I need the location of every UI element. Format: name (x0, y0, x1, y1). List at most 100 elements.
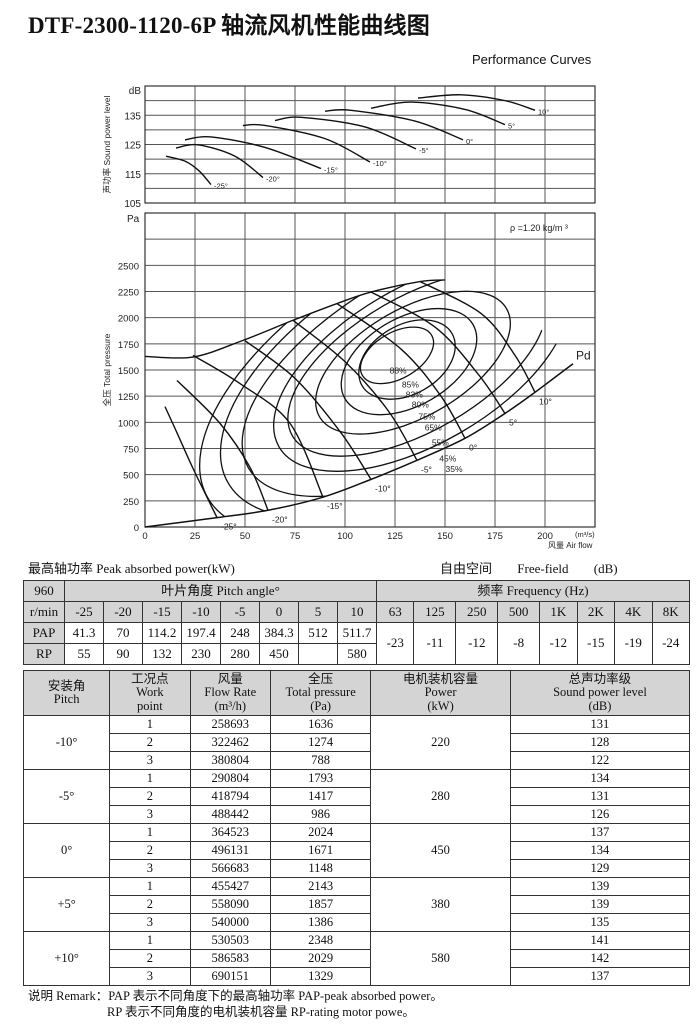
total-pressure-cell: 986 (269, 805, 372, 824)
header-power-line: 电机装机容量 (403, 672, 479, 687)
y-tick-label: 500 (123, 471, 139, 482)
frequency-cell: 2K (576, 601, 616, 623)
flow-rate-cell: 258693 (189, 715, 272, 734)
pd-curve (144, 363, 574, 528)
total-pressure-cell: 2143 (269, 877, 372, 896)
pitch-angle-cell: 5 (298, 601, 338, 623)
x-tick-label: 25 (190, 531, 201, 542)
flow-rate-cell: 530503 (189, 931, 272, 950)
table-row: 0° 1 364523 2024 450 137 (22, 823, 691, 878)
pap-value: 511.7 (337, 622, 377, 644)
flow-rate-cell: 418794 (189, 787, 272, 806)
efficiency-label: 65% (425, 423, 442, 433)
y-unit-label: Pa (127, 214, 140, 225)
sound-curve-label: 0° (466, 137, 473, 146)
sound-level-cell: 139 (509, 877, 691, 896)
pitch-curve (192, 354, 324, 498)
header-sound-level-line: Sound power level (553, 685, 647, 700)
rp-value: 132 (142, 643, 182, 665)
power-cell: 450 (370, 823, 511, 878)
efficiency-contour (359, 326, 435, 385)
noise-correction-value: -19 (614, 622, 653, 665)
y-tick-label: 1250 (118, 392, 139, 403)
pitch-curve-label: -5° (421, 464, 432, 474)
total-pressure-cell: 1386 (269, 913, 372, 932)
flow-rate-cell: 455427 (189, 877, 272, 896)
table-row: -5° 1 290804 1793 280 134 (22, 769, 691, 824)
pitch-curve (370, 291, 506, 414)
header-total-pressure-line: (Pa) (310, 698, 332, 713)
pitch-curve-label: -25° (221, 522, 237, 532)
flow-rate-cell: 488442 (189, 805, 272, 824)
x-tick-label: 100 (337, 531, 353, 542)
header-total-pressure-line: Total pressure (285, 685, 356, 700)
x-tick-label: 0 (142, 531, 147, 542)
sound-level-cell: 129 (509, 859, 691, 878)
y-tick-label: 115 (125, 170, 141, 181)
sound-curve-label: -15° (324, 165, 338, 174)
power-cell: 380 (370, 877, 511, 932)
pitch-cell: +10° (22, 931, 111, 986)
table-row: 3 380804 788 122 (24, 751, 691, 770)
sound-curve (165, 155, 212, 186)
pap-value: 512 (298, 622, 338, 644)
total-pressure-cell: 2024 (269, 823, 372, 842)
sound-level-cell: 134 (509, 769, 691, 788)
work-point-cell: 3 (109, 859, 191, 878)
efficiency-contour (358, 319, 456, 400)
plot-frame (144, 212, 596, 528)
noise-caption-zh: 自由空间 (440, 561, 493, 576)
speed-unit-cell: r/min (23, 601, 65, 623)
table-row: 2 586583 2029 142 (24, 949, 691, 968)
power-caption: 最高轴功率 Peak absorbed power(kW) (28, 561, 235, 576)
flow-rate-cell: 322462 (189, 733, 272, 752)
header-flow-rate: 风量 Flow Rate (m³/h) (189, 670, 272, 716)
table-row: 2 496131 1671 134 (24, 841, 691, 860)
sound-curve-label: 10° (538, 107, 549, 116)
y-axis-label: 全压 Total pressure (102, 333, 112, 406)
y-tick-label: 750 (123, 445, 139, 456)
rp-value: 90 (103, 643, 143, 665)
power-cell: 280 (370, 769, 511, 824)
y-tick-label: 1750 (118, 340, 139, 351)
pitch-angle-cell: -15 (142, 601, 182, 623)
remark-line-1: 说明 Remark：PAP 表示不同角度下的最高轴功率 PAP-peak abs… (28, 989, 443, 1003)
pitch-curve-label: -20° (272, 514, 288, 524)
pap-value: 114.2 (142, 622, 182, 644)
sound-level-cell: 131 (509, 715, 691, 734)
noise-correction-value: -15 (576, 622, 616, 665)
y-tick-label: 135 (124, 111, 141, 122)
sound-curve (175, 143, 264, 179)
work-point-cell: 2 (109, 787, 191, 806)
rp-label: RP (23, 643, 65, 665)
pitch-curve (419, 280, 536, 393)
y-axis-label: 声功率 Sound power level (102, 95, 112, 193)
performance-charts: 105 115 125 135 dB 声功率 Sound power level -25° -… (102, 85, 596, 550)
work-point-cell: 3 (109, 913, 191, 932)
pap-value: 384.3 (259, 622, 299, 644)
total-pressure-cell: 1417 (269, 787, 372, 806)
sound-level-cell: 139 (509, 895, 691, 914)
pitch-angle-cell: -25 (64, 601, 104, 623)
table-row: 3 566683 1148 129 (24, 859, 691, 878)
y-tick-label: 2250 (118, 288, 139, 299)
pitch-angle-cell: 10 (337, 601, 377, 623)
sound-curve (242, 123, 371, 163)
header-flow-rate-line: 风量 (217, 672, 243, 687)
sound-curve-label: -25° (214, 182, 228, 191)
table-row: 2 418794 1417 131 (24, 787, 691, 806)
efficiency-contour (241, 279, 573, 498)
header-pitch-line: Pitch (53, 692, 80, 706)
pitch-header: 叶片角度 Pitch angle° (64, 580, 377, 602)
pitch-curve (176, 379, 269, 511)
sound-level-cell: 126 (509, 805, 691, 824)
chart-subtitle: Performance Curves (472, 52, 592, 67)
rp-value: 450 (259, 643, 299, 665)
work-point-cell: 2 (109, 841, 191, 860)
y-unit-label: dB (129, 86, 142, 97)
total-pressure-cell: 1857 (269, 895, 372, 914)
remark: 说明 Remark：PAP 表示不同角度下的最高轴功率 PAP-peak abs… (28, 988, 443, 1020)
pitch-angle-cell: -10 (181, 601, 221, 623)
work-point-cell: 2 (109, 733, 191, 752)
efficiency-label: 55% (432, 437, 449, 447)
